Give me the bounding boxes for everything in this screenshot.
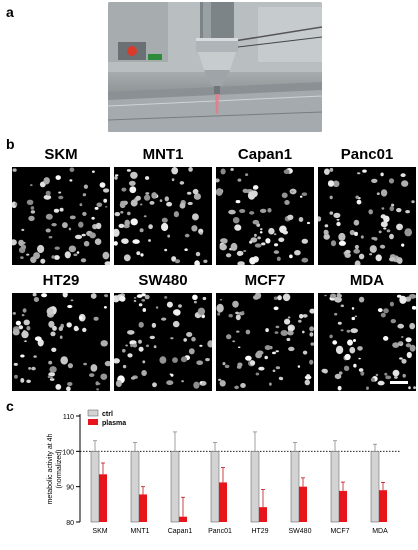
micrograph-capan1	[214, 167, 314, 267]
panel-label-a: a	[6, 4, 14, 20]
y-tick-label: 90	[66, 485, 74, 492]
bar-plasma-skm	[99, 474, 107, 522]
x-tick-label: HT29	[251, 528, 268, 535]
micrograph-label-panc01: Panc01	[340, 146, 394, 163]
legend-label-plasma: plasma	[102, 420, 126, 427]
micrograph-label-mda: MDA	[349, 272, 385, 289]
micrograph-ht29	[12, 291, 112, 392]
y-tick-label: 80	[66, 520, 74, 527]
legend-swatch-plasma	[88, 419, 98, 425]
x-tick-label: MNT1	[130, 528, 149, 535]
metabolic-activity-bar-chart: 80 90 100 110 metabolic activity at 4h (norma…	[47, 409, 400, 535]
micrograph-panc01	[316, 167, 416, 268]
y-tick-label: 100	[62, 449, 74, 456]
micrograph-label-mcf7: MCF7	[244, 272, 286, 289]
bar-plasma-panc01	[219, 482, 227, 522]
plasma-jet-photo	[108, 2, 322, 132]
bar-plasma-capan1	[179, 516, 187, 522]
bar-ctrl-capan1	[170, 451, 180, 523]
bar-plasma-ht29	[259, 507, 267, 522]
micrograph-mnt1	[112, 167, 212, 267]
x-tick-label: MCF7	[330, 528, 349, 535]
bar-ctrl-panc01	[210, 451, 220, 523]
legend-label-ctrl: ctrl	[102, 411, 113, 418]
x-tick-label: SW480	[289, 528, 312, 535]
y-axis-label: (normalized)	[56, 450, 63, 489]
micrograph-label-ht29: HT29	[42, 272, 80, 289]
bar-ctrl-skm	[90, 451, 100, 523]
scale-bar	[390, 381, 408, 384]
bar-ctrl-mcf7	[330, 451, 340, 523]
x-tick-label: MDA	[372, 528, 388, 535]
legend-swatch-ctrl	[87, 409, 99, 417]
bar-ctrl-mnt1	[130, 451, 140, 523]
micrograph-mda	[318, 292, 417, 391]
panel-label-b: b	[6, 136, 15, 152]
bar-ctrl-ht29	[250, 451, 260, 523]
micrograph-sw480	[112, 293, 214, 391]
micrograph-mcf7	[216, 292, 315, 391]
bar-plasma-mcf7	[339, 490, 347, 522]
bar-plasma-mda	[379, 490, 387, 522]
x-tick-label: Panc01	[208, 528, 232, 535]
micrograph-label-skm: SKM	[44, 146, 78, 163]
bar-ctrl-mda	[370, 451, 380, 523]
bar-plasma-mnt1	[139, 494, 147, 522]
bar-plasma-sw480	[299, 486, 307, 522]
micrograph-skm	[10, 167, 112, 266]
y-tick-label: 110	[63, 414, 74, 421]
panel-label-c: c	[6, 398, 14, 414]
micrograph-label-mnt1: MNT1	[142, 146, 184, 163]
bar-ctrl-sw480	[290, 451, 300, 523]
x-tick-label: Capan1	[168, 528, 193, 535]
x-tick-label: SKM	[92, 528, 107, 535]
y-axis-label: metabolic activity at 4h	[47, 433, 54, 504]
micrograph-label-sw480: SW480	[138, 272, 188, 289]
micrograph-label-capan1: Capan1	[237, 146, 293, 163]
